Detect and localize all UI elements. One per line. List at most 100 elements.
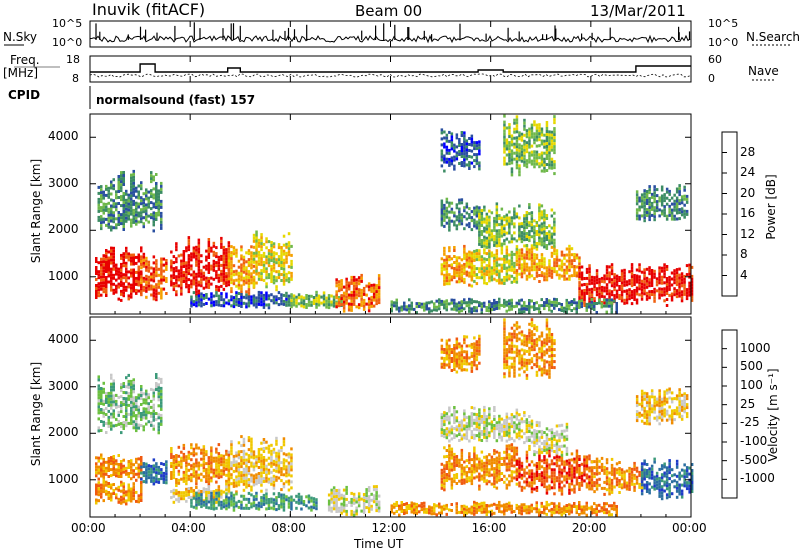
velocity-region-1 bbox=[95, 480, 143, 506]
axes-ticks bbox=[89, 21, 692, 517]
freq-line bbox=[90, 63, 691, 73]
colorbar-tick-label: 8 bbox=[740, 247, 748, 261]
power-region-16 bbox=[503, 114, 556, 177]
y-tick-label: 3000 bbox=[48, 175, 79, 190]
power-region-10 bbox=[515, 244, 581, 283]
y-tick-label: 2000 bbox=[48, 425, 79, 440]
y-tick-label: 1000 bbox=[48, 268, 79, 283]
x-tick-label: 00:00 bbox=[672, 521, 707, 535]
cpid-label: CPID bbox=[8, 88, 41, 102]
power-region-11 bbox=[578, 263, 694, 307]
velocity-region-13 bbox=[528, 419, 569, 457]
beam-label: Beam 00 bbox=[355, 2, 423, 20]
velocity-region-14 bbox=[635, 387, 689, 426]
nave-label: Nave bbox=[748, 64, 779, 78]
power-region-4 bbox=[252, 230, 293, 292]
noise-right-tick-bottom: 10^0 bbox=[708, 36, 739, 49]
power-colorbar-label: Power [dB] bbox=[764, 174, 778, 240]
velocity-region-16 bbox=[440, 334, 481, 374]
power-data bbox=[95, 114, 694, 315]
velocity-region-2 bbox=[140, 458, 168, 486]
velocity-region-8 bbox=[440, 443, 519, 492]
power-region-8 bbox=[440, 244, 474, 287]
colorbar-tick-label: 1000 bbox=[740, 340, 771, 355]
velocity-region-9 bbox=[515, 448, 594, 496]
x-tick-label: 04:00 bbox=[171, 521, 206, 535]
nsearch-label: N.Search bbox=[746, 30, 800, 44]
colorbar-tick-label: 24 bbox=[740, 165, 756, 179]
power-region-13 bbox=[478, 202, 556, 250]
freq-left-tick-bottom: 8 bbox=[72, 72, 79, 85]
power-region-2 bbox=[170, 236, 231, 297]
power-region-18 bbox=[390, 297, 618, 315]
nsky-label: N.Sky bbox=[3, 30, 38, 44]
power-region-15 bbox=[440, 128, 481, 173]
colorbar-tick-label: 28 bbox=[740, 144, 756, 159]
colorbar-tick-label: 12 bbox=[740, 226, 756, 241]
velocity-region-10 bbox=[590, 456, 644, 496]
y-tick-label: 3000 bbox=[48, 378, 79, 393]
colorbar-tick-label: -500 bbox=[740, 452, 768, 467]
noise-trace bbox=[89, 22, 691, 44]
colorbar-tick-label: -25 bbox=[740, 415, 760, 430]
cpid-text: normalsound (fast) 157 bbox=[96, 93, 256, 107]
colorbar-tick-label: 25 bbox=[740, 396, 756, 411]
velocity-region-3 bbox=[170, 443, 231, 487]
x-axis-label: Time UT bbox=[354, 537, 404, 551]
power-region-17 bbox=[97, 169, 163, 233]
velocity-region-6 bbox=[190, 491, 318, 512]
noise-left-tick-top: 10^5 bbox=[52, 17, 83, 30]
velocity-region-5 bbox=[227, 435, 293, 494]
power-region-0 bbox=[95, 246, 143, 302]
noise-right-tick-top: 10^5 bbox=[708, 17, 739, 30]
y-tick-label: 4000 bbox=[48, 129, 79, 144]
freq-label: Freq. bbox=[10, 53, 40, 67]
nave-right-tick-bottom: 0 bbox=[708, 72, 715, 85]
power-region-12 bbox=[440, 197, 481, 232]
power-region-3 bbox=[227, 245, 256, 298]
freq-left-tick-top: 18 bbox=[66, 53, 80, 66]
date-label: 13/Mar/2011 bbox=[590, 2, 686, 20]
y-tick-label: 2000 bbox=[48, 222, 79, 237]
y-tick-label: 4000 bbox=[48, 332, 79, 347]
x-tick-label: 16:00 bbox=[471, 521, 507, 535]
velocity-data bbox=[95, 318, 694, 518]
noise-left-tick-bottom: 10^0 bbox=[52, 36, 83, 49]
x-tick-label: 20:00 bbox=[571, 521, 607, 535]
velocity-region-17 bbox=[503, 318, 556, 380]
x-tick-label: 08:00 bbox=[271, 521, 306, 535]
colorbar-frame bbox=[721, 329, 738, 499]
power-colorbar bbox=[721, 131, 738, 297]
velocity-colorbar bbox=[721, 329, 738, 499]
power-region-7 bbox=[335, 273, 381, 313]
velocity-region-11 bbox=[640, 457, 694, 501]
power-region-14 bbox=[635, 184, 689, 223]
colorbar-tick-label: 16 bbox=[740, 206, 756, 220]
power-region-1 bbox=[140, 252, 168, 302]
freq-trace bbox=[89, 63, 691, 78]
station-title: Inuvik (fitACF) bbox=[92, 0, 206, 19]
colorbar-tick-label: 100 bbox=[740, 378, 763, 392]
x-tick-label: 12:00 bbox=[371, 521, 407, 535]
power-region-5 bbox=[190, 290, 293, 310]
freq-unit-label: [MHz] bbox=[3, 66, 39, 80]
velocity-ylabel: Slant Range [km] bbox=[29, 361, 43, 467]
velocity-region-12 bbox=[440, 405, 531, 445]
power-region-6 bbox=[290, 290, 343, 310]
colorbar-tick-label: 4 bbox=[740, 267, 748, 282]
x-tick-label: 00:00 bbox=[71, 521, 106, 535]
nave-right-tick-top: 60 bbox=[708, 53, 722, 66]
velocity-region-18 bbox=[390, 500, 618, 518]
colorbar-tick-label: 20 bbox=[740, 185, 756, 200]
colorbar-tick-label: -100 bbox=[740, 434, 768, 448]
velocity-colorbar-label: Velocity [m s⁻¹] bbox=[766, 368, 780, 462]
velocity-region-0 bbox=[95, 453, 143, 482]
power-region-9 bbox=[470, 240, 519, 288]
velocity-region-7 bbox=[327, 485, 381, 517]
colorbar-tick-label: 500 bbox=[740, 359, 763, 374]
velocity-region-15 bbox=[97, 373, 163, 435]
nave-line bbox=[89, 73, 691, 78]
noise-sky-line bbox=[89, 34, 691, 44]
